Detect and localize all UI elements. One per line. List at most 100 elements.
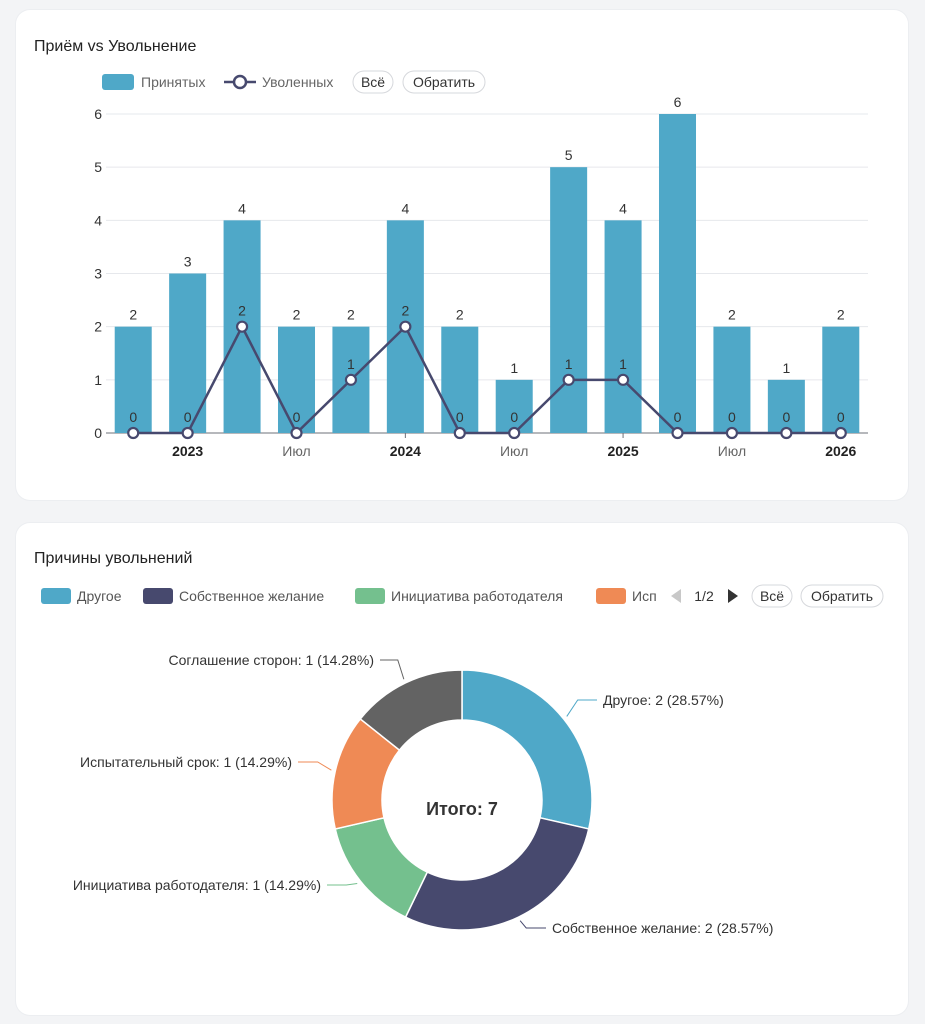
bar-value-label: 5 (565, 147, 573, 163)
slice-label: Собственное желание: 2 (28.57%) (552, 920, 773, 936)
slice-leader-line (519, 920, 546, 929)
line-value-label: 0 (728, 409, 736, 425)
bar-value-label: 2 (293, 307, 301, 323)
slice-leader-line (380, 659, 405, 680)
bar-value-label: 1 (782, 360, 790, 376)
donut-slice[interactable] (404, 816, 590, 931)
line-point-fired[interactable] (780, 426, 793, 440)
y-tick-label: 3 (94, 266, 102, 282)
reasons-legend-item[interactable]: Исп (596, 588, 657, 604)
legend-fired-label: Уволенных (262, 74, 333, 90)
line-point-fired[interactable] (508, 426, 521, 440)
bar-hired[interactable] (822, 326, 860, 433)
bar-hired[interactable] (767, 379, 805, 433)
line-point-fired[interactable] (562, 373, 575, 386)
bar-value-label: 2 (456, 307, 464, 323)
line-value-label: 1 (347, 356, 355, 372)
bar-hired[interactable] (550, 167, 588, 433)
slice-leader-line (566, 699, 597, 717)
y-tick-label: 6 (94, 106, 102, 122)
line-point-fired[interactable] (235, 320, 249, 333)
line-value-label: 0 (837, 409, 845, 425)
x-tick-label: 2025 (607, 443, 638, 459)
line-point-fired[interactable] (344, 373, 358, 386)
line-point-fired[interactable] (181, 426, 194, 440)
x-tick-label: Июл (282, 443, 310, 459)
donut-center-total: Итого: 7 (426, 799, 498, 819)
legend-label: Собственное желание (179, 588, 324, 604)
reasons-chart: Другое Собственное желание Инициатива рабо… (41, 584, 884, 936)
legend-next-page-icon[interactable] (728, 589, 738, 603)
line-value-label: 0 (510, 409, 518, 425)
y-tick-label: 2 (94, 319, 102, 335)
bar-value-label: 1 (510, 360, 518, 376)
select-all-button[interactable]: Всё (352, 70, 394, 94)
reasons-legend-item[interactable]: Собственное желание (143, 588, 324, 604)
reasons-legend-item[interactable]: Другое (41, 588, 122, 604)
reasons-legend-item[interactable]: Инициатива работодателя (355, 588, 563, 604)
slice-label: Соглашение сторон: 1 (14.28%) (168, 652, 374, 668)
line-point-fired[interactable] (453, 426, 466, 440)
reasons-invert-button[interactable]: Обратить (800, 584, 884, 608)
bar-value-label: 2 (347, 307, 355, 323)
slice-leader-line (298, 761, 332, 771)
line-value-label: 0 (293, 409, 301, 425)
reasons-select-all-label: Всё (760, 588, 784, 604)
legend-label: Другое (77, 588, 122, 604)
slice-label: Инициатива работодателя: 1 (14.29%) (73, 877, 321, 893)
bar-hired[interactable] (441, 326, 479, 433)
bar-value-label: 2 (129, 307, 137, 323)
x-tick-label: 2023 (172, 443, 203, 459)
bar-hired[interactable] (114, 326, 152, 433)
legend-label: Инициатива работодателя (391, 588, 563, 604)
line-point-fired[interactable] (290, 426, 303, 440)
line-value-label: 0 (184, 409, 192, 425)
hire-fire-chart: Принятых Уволенных Всё Обратить 0 1 2 3 4 5 6 2… (94, 70, 868, 459)
x-tick-label: Июл (718, 443, 746, 459)
line-value-label: 2 (401, 303, 409, 319)
donut-slice[interactable] (461, 669, 593, 830)
line-point-fired[interactable] (127, 426, 140, 440)
y-tick-label: 5 (94, 159, 102, 175)
slice-label: Испытательный срок: 1 (14.29%) (80, 754, 292, 770)
invert-selection-button[interactable]: Обратить (402, 70, 486, 94)
donut-slice[interactable] (359, 669, 463, 752)
reasons-select-all-button[interactable]: Всё (751, 584, 793, 608)
bar-hired[interactable] (277, 326, 316, 433)
line-value-label: 1 (619, 356, 627, 372)
legend-prev-page-icon[interactable] (671, 589, 681, 603)
line-value-label: 0 (129, 409, 137, 425)
line-point-fired[interactable] (671, 426, 684, 440)
bar-value-label: 4 (238, 200, 246, 216)
x-tick-label: 2026 (825, 443, 856, 459)
slice-leader-line (327, 883, 358, 886)
bar-hired[interactable] (604, 220, 642, 433)
line-point-fired[interactable] (834, 426, 847, 440)
legend-swatch (596, 588, 626, 604)
bar-value-label: 4 (619, 200, 627, 216)
legend-fired-marker-icon (232, 74, 248, 90)
legend-hired[interactable]: Принятых (102, 74, 205, 90)
line-value-label: 0 (782, 409, 790, 425)
bar-hired[interactable] (495, 379, 533, 433)
line-value-label: 0 (456, 409, 464, 425)
line-fired (133, 323, 841, 436)
line-point-fired[interactable] (616, 373, 630, 386)
legend-fired[interactable]: Уволенных (224, 74, 333, 90)
y-tick-label: 4 (94, 212, 102, 228)
legend-page-indicator: 1/2 (694, 588, 714, 604)
legend-swatch (41, 588, 71, 604)
x-tick-label: 2024 (390, 443, 421, 459)
legend-swatch (355, 588, 385, 604)
reasons-title: Причины увольнений (34, 550, 193, 567)
bar-hired[interactable] (713, 326, 751, 433)
line-point-fired[interactable] (725, 426, 739, 440)
legend-hired-label: Принятых (141, 74, 205, 90)
hire-fire-title: Приём vs Увольнение (34, 38, 197, 55)
line-point-fired[interactable] (399, 320, 412, 333)
donut-slice[interactable] (334, 816, 429, 919)
bar-hired[interactable] (658, 114, 697, 433)
bar-value-label: 2 (728, 307, 736, 323)
reasons-invert-label: Обратить (811, 588, 873, 604)
line-value-label: 1 (565, 356, 573, 372)
